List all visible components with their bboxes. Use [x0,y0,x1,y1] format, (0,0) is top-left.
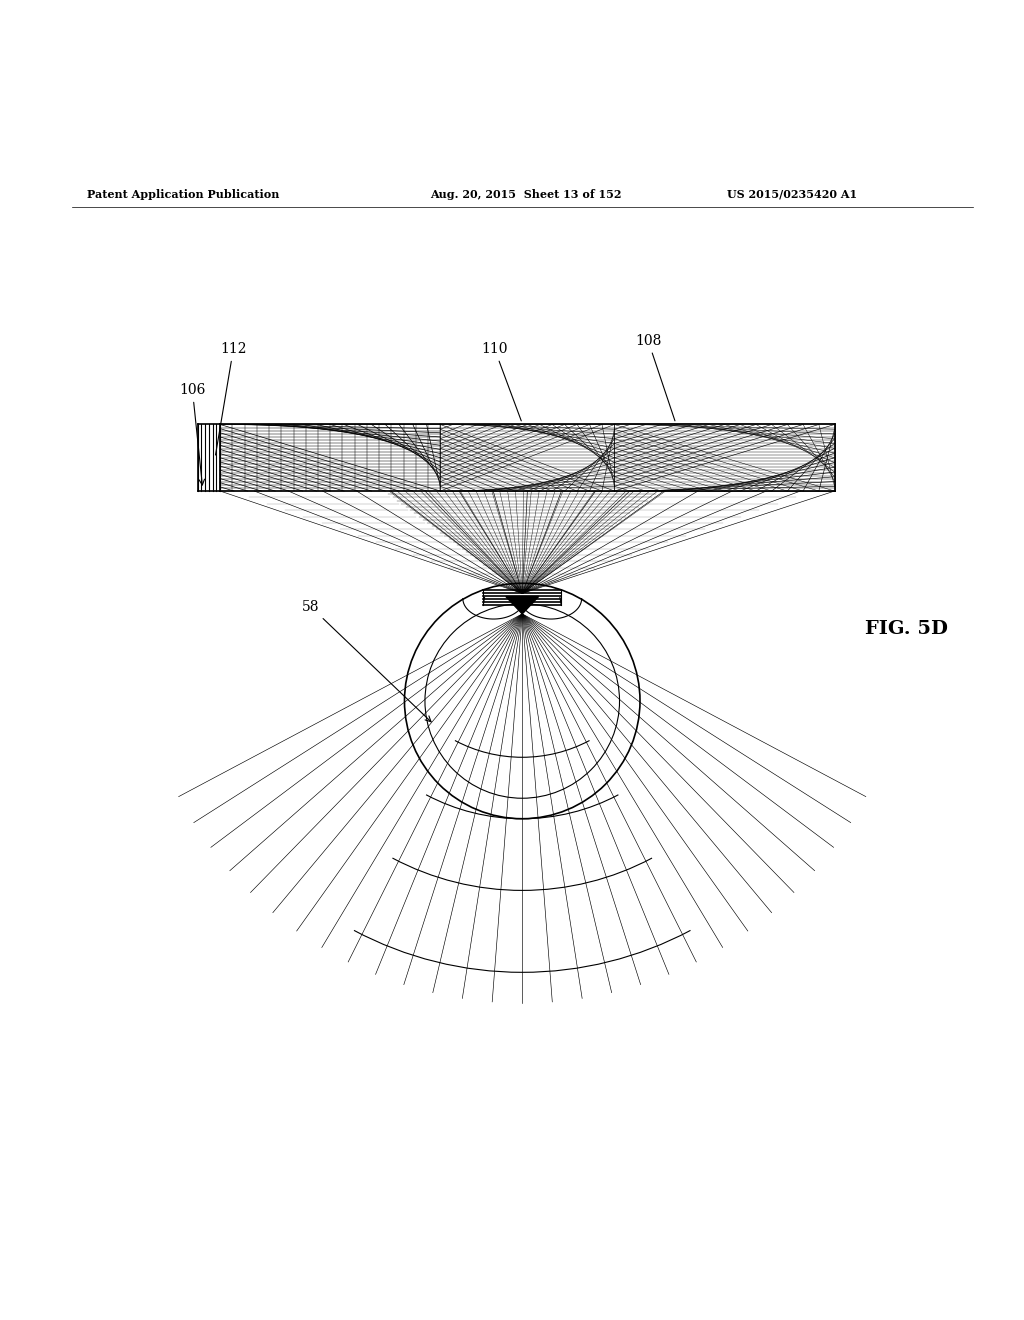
Polygon shape [506,597,539,614]
Text: 112: 112 [215,342,247,455]
Text: Aug. 20, 2015  Sheet 13 of 152: Aug. 20, 2015 Sheet 13 of 152 [430,189,622,199]
Text: 106: 106 [179,383,206,484]
Text: 108: 108 [635,334,675,421]
Text: Patent Application Publication: Patent Application Publication [87,189,280,199]
Text: 110: 110 [481,342,521,421]
Text: FIG. 5D: FIG. 5D [865,620,948,639]
Text: US 2015/0235420 A1: US 2015/0235420 A1 [727,189,857,199]
Text: 58: 58 [302,599,431,722]
